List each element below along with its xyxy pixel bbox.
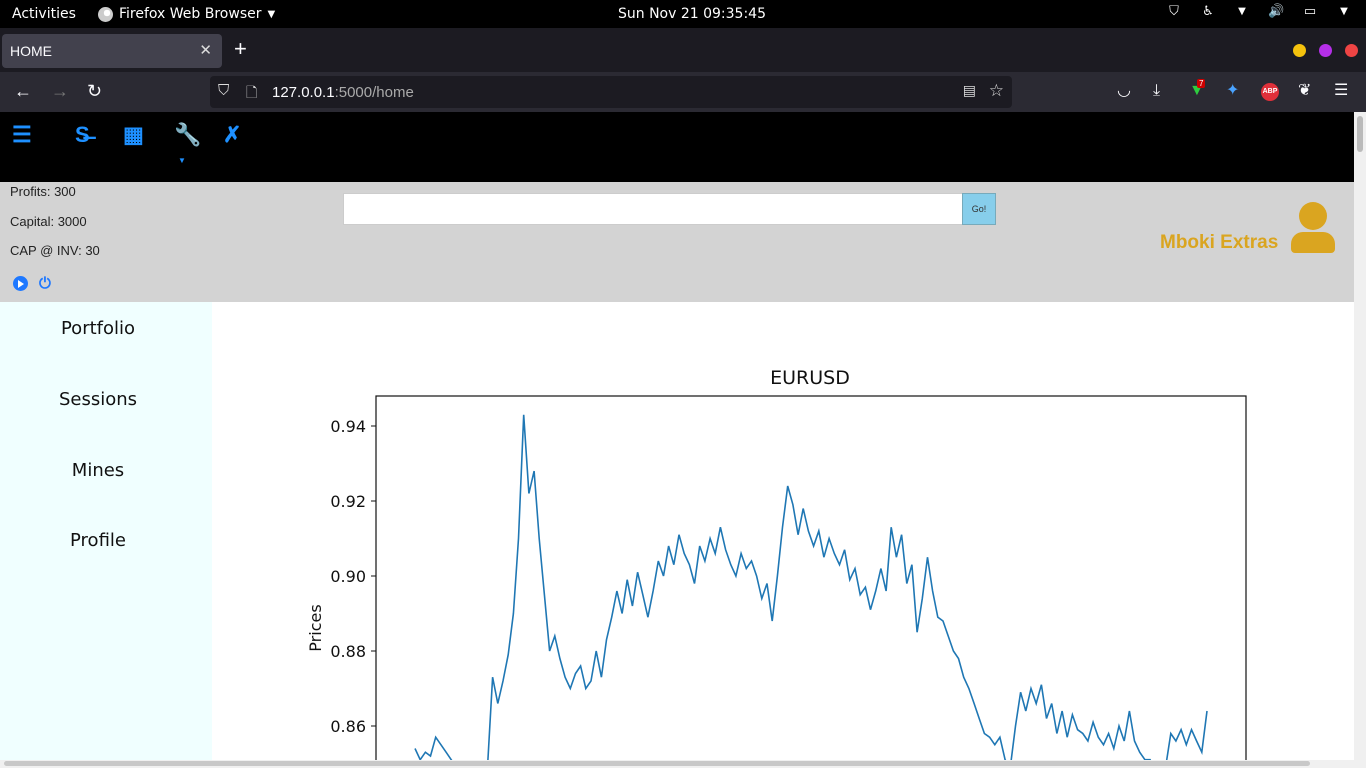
app-menu[interactable]: Firefox Web Browser ▼ [98, 6, 275, 22]
list-icon[interactable]: ☰ [12, 122, 32, 147]
y-tick-label: 0.94 [330, 417, 366, 436]
search-input[interactable] [343, 193, 963, 225]
sidebar-item-portfolio[interactable]: Portfolio [60, 318, 136, 339]
y-axis-ticks: 0.94 0.92 0.90 0.88 0.86 [330, 417, 376, 736]
tab-strip: HOME ✕ + [0, 28, 1366, 72]
caret-down-icon: ▼ [178, 156, 186, 165]
web-page: ☰ S̶ ▦ 🔧 ▼ ✗ Profits: 300 Capital: 3000 … [0, 112, 1354, 760]
play-icon[interactable] [13, 276, 28, 291]
downloads-icon[interactable]: ⤓ [1153, 82, 1161, 99]
system-top-bar: Activities Firefox Web Browser ▼ Sun Nov… [0, 0, 1366, 28]
chevron-down-icon: ▼ [1340, 6, 1348, 17]
gnome-extension-icon[interactable]: ❦ [1298, 82, 1312, 99]
cap-inv-stat: CAP @ INV: 30 [10, 243, 100, 258]
adblock-plus-icon[interactable]: ABP [1261, 83, 1279, 101]
info-bar: Profits: 300 Capital: 3000 CAP @ INV: 30… [0, 182, 1354, 302]
vertical-scrollbar[interactable] [1354, 112, 1366, 768]
url-bar[interactable]: ⛉ 🗋 127.0.0.1:5000/home ▤ ☆ [210, 76, 1012, 108]
minimize-button[interactable] [1293, 44, 1306, 57]
firefox-icon [98, 6, 113, 22]
series-line-eurusd [414, 414, 1208, 760]
tab-home[interactable]: HOME ✕ [2, 34, 222, 68]
horizontal-scrollbar[interactable] [0, 760, 1354, 768]
system-tray[interactable]: ⛉ ♿ ▼ 🔊 ▭ ▼ [1166, 4, 1352, 20]
y-tick-label: 0.92 [330, 492, 366, 511]
sidebar-item-profile[interactable]: Profile [70, 530, 126, 551]
tracking-shield-icon[interactable]: ⛉ [218, 82, 230, 99]
y-tick-label: 0.90 [330, 567, 366, 586]
reader-view-icon[interactable]: ▤ [962, 82, 976, 98]
app-toolbar: ☰ S̶ ▦ 🔧 ▼ ✗ [0, 112, 1354, 182]
search-go-button[interactable]: Go! [962, 193, 996, 225]
app-menu-label: Firefox Web Browser [119, 6, 262, 22]
xing-icon[interactable]: ✗ [223, 122, 242, 147]
avatar-icon[interactable] [1290, 202, 1336, 254]
url-text[interactable]: 127.0.0.1:5000/home [272, 84, 414, 101]
url-host: 127.0.0.1 [272, 84, 335, 101]
chevron-down-icon: ▼ [267, 8, 276, 20]
close-icon[interactable]: ✕ [199, 42, 212, 59]
avatar-body [1291, 232, 1335, 253]
forward-button[interactable]: → [51, 81, 69, 101]
volume-icon[interactable]: 🔊 [1268, 4, 1285, 19]
new-tab-button[interactable]: + [234, 36, 247, 61]
wrench-icon[interactable]: 🔧 [174, 122, 202, 147]
chart-svg: EURUSD Prices 0.94 0.92 0.90 0.88 0.86 [306, 367, 1247, 760]
hamburger-menu-icon[interactable]: ☰ [1334, 82, 1349, 99]
translate-extension-icon[interactable]: ✦ [1226, 82, 1240, 99]
brand-name: Mboki Extras [1160, 232, 1279, 253]
shield-icon[interactable]: ⛉ [1169, 4, 1179, 19]
horizontal-scrollbar-thumb[interactable] [4, 761, 1310, 766]
pocket-icon[interactable]: ◡ [1117, 82, 1131, 99]
tab-title: HOME [10, 43, 52, 59]
page-info-icon[interactable]: 🗋 [246, 84, 258, 100]
accessibility-icon[interactable]: ♿ [1202, 4, 1214, 19]
profits-stat: Profits: 300 [10, 184, 76, 199]
maximize-button[interactable] [1319, 44, 1332, 57]
activities-button[interactable]: Activities [12, 6, 76, 22]
chart-title: EURUSD [770, 367, 850, 389]
reload-button[interactable]: ↻ [87, 81, 103, 101]
sidebar-item-mines[interactable]: Mines [71, 460, 125, 481]
url-path: :5000/home [334, 84, 414, 101]
capital-stat: Capital: 3000 [10, 214, 87, 229]
back-button[interactable]: ← [14, 81, 32, 101]
strikethrough-icon[interactable]: S̶ [75, 122, 90, 147]
download-count-badge: 7 [1197, 79, 1206, 88]
power-icon[interactable]: ⏻ [39, 275, 51, 292]
y-tick-label: 0.86 [330, 717, 366, 736]
bookmark-star-icon[interactable]: ☆ [988, 81, 1004, 100]
vertical-scrollbar-thumb[interactable] [1357, 116, 1363, 152]
y-tick-label: 0.88 [330, 642, 366, 661]
table-icon[interactable]: ▦ [123, 122, 144, 147]
chart-y-axis-label: Prices [306, 604, 325, 651]
close-window-button[interactable] [1345, 44, 1358, 57]
sidebar: Portfolio Sessions Mines Profile [0, 302, 212, 760]
battery-icon[interactable]: ▭ [1303, 4, 1317, 19]
navigation-bar: ← → ↻ ⛉ 🗋 127.0.0.1:5000/home ▤ ☆ ◡ ⤓ ▼ … [0, 72, 1366, 112]
chevron-down-icon: ▼ [1238, 6, 1246, 17]
eurusd-chart: EURUSD Prices 0.94 0.92 0.90 0.88 0.86 [300, 360, 1260, 760]
avatar-head [1299, 202, 1327, 230]
clock[interactable]: Sun Nov 21 09:35:45 [618, 6, 766, 22]
chart-plot-frame [375, 395, 1247, 760]
sidebar-item-sessions[interactable]: Sessions [58, 389, 138, 410]
